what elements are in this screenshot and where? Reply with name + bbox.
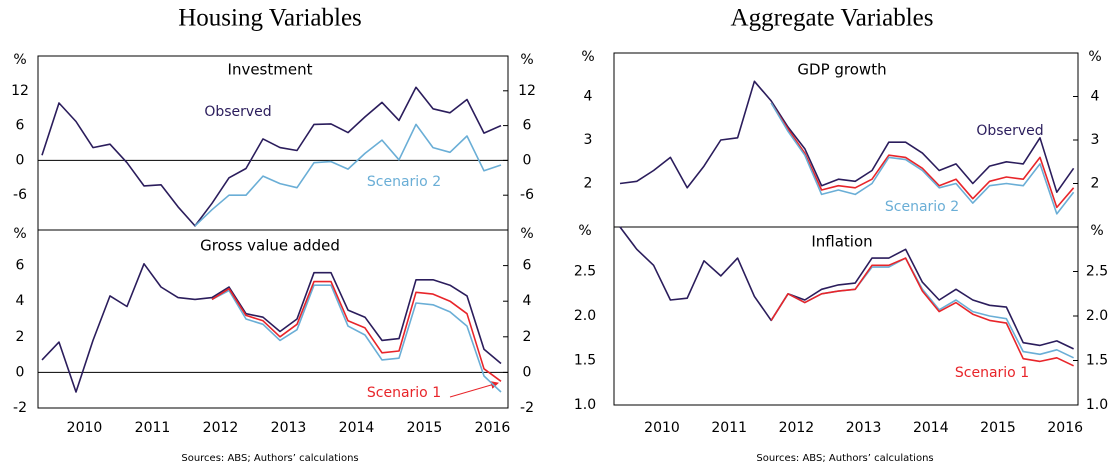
y-tick-label: -2: [13, 400, 27, 416]
x-tick-label: 2013: [846, 420, 882, 436]
x-tick-label: 2015: [407, 420, 443, 436]
y-unit: %: [520, 226, 533, 242]
chart-title: Investment: [228, 61, 313, 79]
plot-frame: [613, 52, 1079, 228]
series-line: [211, 280, 502, 382]
series-line: [770, 257, 1074, 367]
chart-title: Gross value added: [200, 237, 340, 255]
y-tick-label: 2.5: [574, 264, 596, 280]
y-unit: %: [578, 223, 591, 239]
x-tick-label: 2016: [475, 420, 511, 436]
y-unit: %: [581, 49, 594, 65]
x-tick-label: 2014: [913, 420, 949, 436]
y-tick-label: 12: [518, 83, 536, 99]
series-line: [211, 284, 502, 393]
x-tick-label: 2016: [1047, 420, 1083, 436]
series-line: [619, 226, 1074, 350]
y-tick-label: 3: [1091, 132, 1100, 148]
y-tick-label: -2: [520, 400, 534, 416]
y-unit: %: [1088, 49, 1101, 65]
chart-title: GDP growth: [797, 61, 886, 79]
y-tick-label: 12: [11, 83, 29, 99]
group-title: Housing Variables: [178, 5, 362, 32]
series-line: [619, 80, 1075, 193]
y-tick-label: -6: [520, 187, 534, 203]
series-label: Observed: [976, 123, 1043, 139]
y-tick-label: 0: [523, 364, 532, 380]
y-tick-label: 6: [16, 118, 25, 134]
y-tick-label: 2: [523, 329, 532, 345]
y-tick-label: 4: [584, 89, 593, 105]
x-tick-label: 2011: [711, 420, 747, 436]
y-unit: %: [13, 52, 26, 68]
series-line: [194, 123, 502, 227]
x-tick-label: 2010: [644, 420, 680, 436]
series-line: [770, 102, 1075, 209]
y-tick-label: 1.0: [1086, 397, 1108, 413]
y-tick-label: 6: [523, 118, 532, 134]
y-tick-label: 6: [523, 258, 532, 274]
y-unit: %: [13, 226, 26, 242]
y-tick-label: 4: [1091, 89, 1100, 105]
group-title: Aggregate Variables: [731, 5, 934, 32]
y-unit: %: [1090, 223, 1103, 239]
y-tick-label: -6: [13, 187, 27, 203]
x-tick-label: 2012: [203, 420, 239, 436]
annotation-arrow: [449, 381, 499, 398]
y-unit: %: [520, 52, 533, 68]
y-tick-label: 1.5: [574, 353, 596, 369]
x-tick-label: 2010: [67, 420, 103, 436]
y-tick-label: 4: [16, 293, 25, 309]
plot-frame: [37, 229, 509, 409]
y-tick-label: 6: [16, 258, 25, 274]
x-tick-label: 2013: [271, 420, 307, 436]
series-label: Scenario 2: [367, 174, 441, 190]
series-line: [41, 263, 502, 393]
series-line: [770, 102, 1075, 215]
series-label: Scenario 1: [955, 365, 1029, 381]
y-tick-label: 2: [16, 329, 25, 345]
series-line: [41, 86, 502, 227]
plot-frame: [37, 55, 509, 231]
y-tick-label: 3: [584, 132, 593, 148]
y-tick-label: 0: [16, 364, 25, 380]
y-tick-label: 2.0: [1086, 308, 1108, 324]
y-tick-label: 2: [1091, 176, 1100, 192]
y-tick-label: 1.0: [574, 397, 596, 413]
y-tick-label: 2: [584, 176, 593, 192]
y-tick-label: 4: [523, 293, 532, 309]
x-tick-label: 2015: [980, 420, 1016, 436]
y-tick-label: 0: [523, 152, 532, 168]
y-tick-label: 2.5: [1086, 264, 1108, 280]
x-tick-label: 2011: [135, 420, 171, 436]
y-tick-label: 1.5: [1086, 353, 1108, 369]
x-tick-label: 2014: [339, 420, 375, 436]
series-label: Observed: [204, 104, 271, 120]
series-label: Scenario 1: [367, 385, 441, 401]
y-tick-label: 0: [16, 152, 25, 168]
chart-title: Inflation: [811, 233, 872, 251]
series-label: Scenario 2: [885, 199, 959, 215]
y-tick-label: 2.0: [574, 308, 596, 324]
sources: Sources: ABS; Authors’ calculations: [756, 453, 933, 464]
sources: Sources: ABS; Authors’ calculations: [181, 453, 358, 464]
x-tick-label: 2012: [779, 420, 815, 436]
